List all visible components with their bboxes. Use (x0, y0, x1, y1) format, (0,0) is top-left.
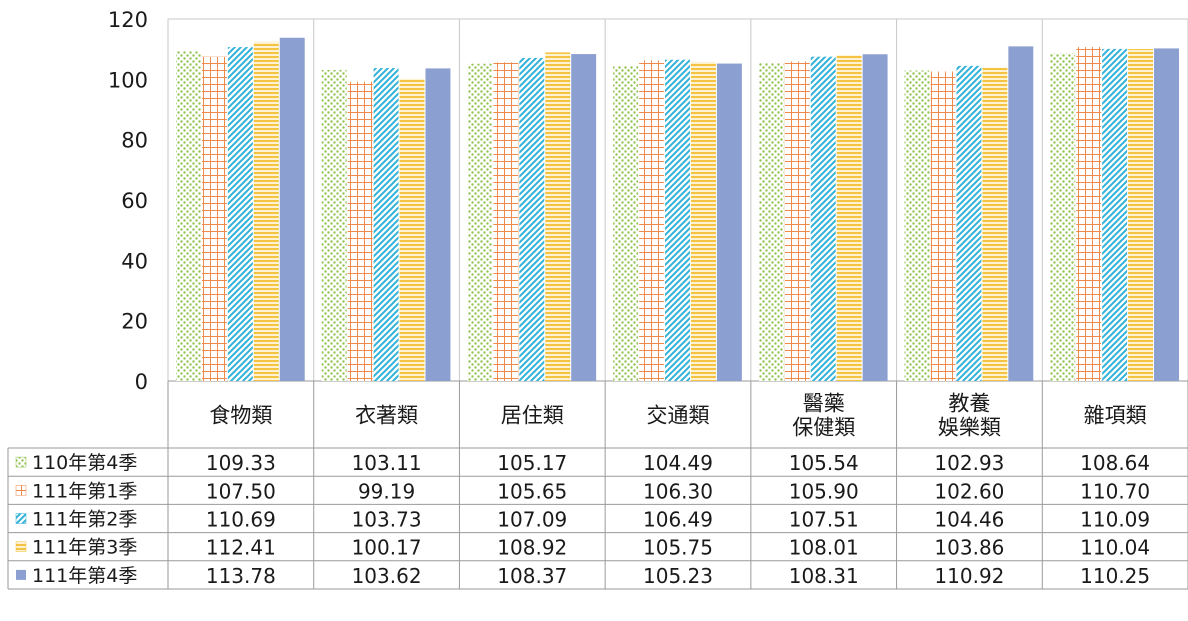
category-label: 教養 (948, 392, 990, 416)
bar-1-2 (321, 69, 347, 381)
bar-1-1 (176, 51, 201, 381)
legend-series-name: 110年第4季 (32, 452, 137, 474)
bar-5-3 (571, 54, 597, 381)
legend-series-name: 111年第1季 (32, 480, 137, 502)
data-value-label: 103.86 (934, 536, 1004, 560)
data-value-label: 103.73 (352, 508, 422, 532)
bar-4-3 (545, 52, 571, 381)
bar-3-4 (665, 59, 690, 382)
data-value-label: 107.51 (789, 508, 859, 532)
y-tick-label: 40 (121, 249, 148, 273)
data-value-label: 108.92 (497, 536, 567, 560)
legend-series-name: 111年第2季 (32, 509, 137, 531)
bar-2-4 (639, 60, 665, 381)
data-value-label: 107.50 (206, 479, 276, 503)
data-value-label: 108.31 (789, 564, 859, 588)
bar-1-4 (613, 65, 639, 381)
data-value-label: 110.70 (1080, 479, 1150, 503)
bar-5-7 (1154, 48, 1179, 381)
bar-1-7 (1050, 53, 1076, 381)
data-value-label: 108.01 (789, 536, 859, 560)
data-value-label: 105.65 (497, 479, 567, 503)
data-value-label: 108.37 (497, 564, 567, 588)
data-value-label: 102.60 (934, 479, 1004, 503)
bar-1-5 (758, 62, 784, 381)
bar-5-1 (279, 37, 305, 381)
data-value-label: 104.49 (643, 451, 713, 475)
data-value-label: 105.75 (643, 536, 713, 560)
bar-5-6 (1008, 46, 1034, 382)
category-label: 居住類 (501, 404, 564, 428)
bar-4-5 (836, 55, 862, 382)
data-value-label: 100.17 (352, 536, 422, 560)
data-value-label: 110.04 (1080, 536, 1150, 560)
bar-4-2 (399, 78, 425, 382)
y-tick-label: 100 (108, 68, 148, 92)
category-label: 交通類 (647, 404, 710, 428)
data-value-label: 113.78 (206, 564, 276, 588)
y-tick-label: 60 (121, 189, 148, 213)
bar-2-3 (493, 62, 519, 382)
legend-series-name: 111年第4季 (32, 565, 137, 587)
data-value-label: 104.46 (934, 508, 1004, 532)
bar-4-7 (1128, 49, 1154, 382)
bar-4-1 (253, 41, 279, 382)
legend-key-1 (15, 456, 27, 468)
data-value-label: 105.23 (643, 564, 713, 588)
legend-key-4 (15, 541, 27, 552)
data-value-label: 105.54 (789, 451, 859, 475)
data-value-label: 102.93 (934, 451, 1004, 475)
data-value-label: 103.62 (352, 564, 422, 588)
data-value-label: 106.30 (643, 479, 713, 503)
data-value-label: 110.25 (1080, 564, 1150, 588)
data-value-label: 99.19 (358, 479, 415, 503)
data-value-label: 107.09 (497, 508, 567, 532)
y-tick-label: 120 (108, 8, 148, 32)
bar-1-6 (904, 70, 930, 381)
bar-4-4 (690, 61, 716, 382)
legend-key-3 (15, 513, 27, 524)
category-label: 保健類 (792, 416, 855, 440)
y-tick-label: 20 (121, 310, 148, 334)
data-value-label: 109.33 (206, 451, 276, 475)
bar-2-1 (201, 56, 227, 381)
bar-2-7 (1076, 47, 1102, 382)
bar-2-6 (930, 71, 956, 382)
data-value-label: 106.49 (643, 508, 713, 532)
bar-5-2 (425, 68, 451, 382)
bar-3-1 (227, 47, 253, 381)
category-label: 娛樂類 (938, 416, 1001, 440)
bar-3-7 (1102, 48, 1128, 381)
legend-key-5 (16, 569, 26, 580)
data-value-label: 108.64 (1080, 451, 1150, 475)
data-value-label: 103.11 (352, 451, 422, 475)
data-value-label: 105.17 (497, 451, 567, 475)
category-label: 雜項類 (1084, 404, 1147, 428)
bar-2-2 (347, 81, 373, 382)
data-value-label: 110.09 (1080, 508, 1150, 532)
category-label: 衣著類 (355, 404, 418, 428)
bar-3-5 (810, 56, 836, 382)
data-value-label: 112.41 (206, 536, 276, 560)
data-value-label: 110.69 (206, 508, 276, 532)
category-label: 食物類 (209, 404, 272, 428)
y-tick-label: 0 (135, 370, 148, 394)
category-label: 醫藥 (803, 392, 845, 416)
bar-3-3 (519, 57, 545, 382)
bar-5-4 (716, 63, 742, 382)
bar-3-6 (956, 65, 982, 381)
y-tick-label: 80 (121, 129, 148, 153)
bar-4-6 (982, 67, 1008, 382)
bar-5-5 (862, 54, 888, 381)
bar-1-3 (467, 63, 493, 381)
data-value-label: 110.92 (934, 564, 1004, 588)
data-value-label: 105.90 (789, 479, 859, 503)
legend-key-2 (15, 485, 27, 496)
bar-3-2 (373, 68, 399, 381)
legend-series-name: 111年第3季 (32, 537, 137, 559)
bar-2-5 (784, 61, 810, 381)
